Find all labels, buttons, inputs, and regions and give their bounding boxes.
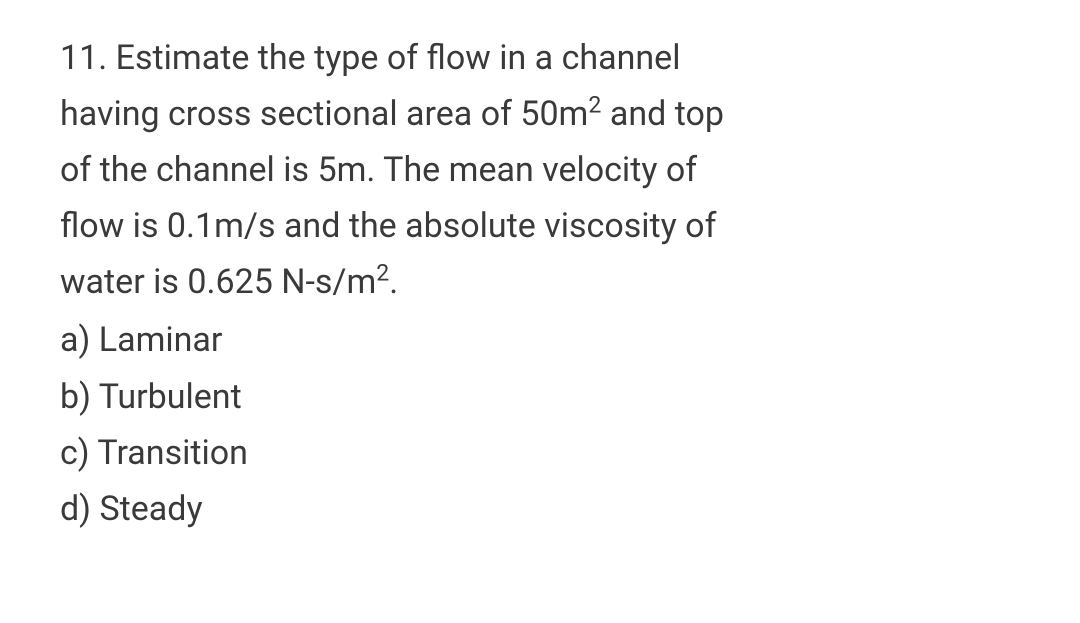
superscript-viscosity: 2 [376, 260, 389, 287]
options-list: a) Laminar b) Turbulent c) Transition d)… [60, 312, 1020, 536]
superscript-area: 2 [588, 92, 601, 119]
option-a[interactable]: a) Laminar [60, 312, 1020, 368]
question-text: 11. Estimate the type of flow in a chann… [60, 30, 1020, 310]
question-line2-post: and top [601, 94, 724, 134]
question-line1: Estimate the type of flow in a channel [116, 38, 681, 78]
option-c[interactable]: c) Transition [60, 425, 1020, 481]
question-line2-pre: having cross sectional area of 50m [60, 94, 588, 134]
question-line3: of the channel is 5m. The mean velocity … [60, 150, 697, 190]
option-d[interactable]: d) Steady [60, 481, 1020, 537]
question-number: 11. [60, 38, 107, 78]
question-line5-pre: water is 0.625 N-s/m [60, 262, 376, 302]
question-line5-post: . [389, 262, 398, 302]
option-b[interactable]: b) Turbulent [60, 369, 1020, 425]
question-line4: flow is 0.1m/s and the absolute viscosit… [60, 206, 716, 246]
question-container: 11. Estimate the type of flow in a chann… [60, 30, 1020, 537]
